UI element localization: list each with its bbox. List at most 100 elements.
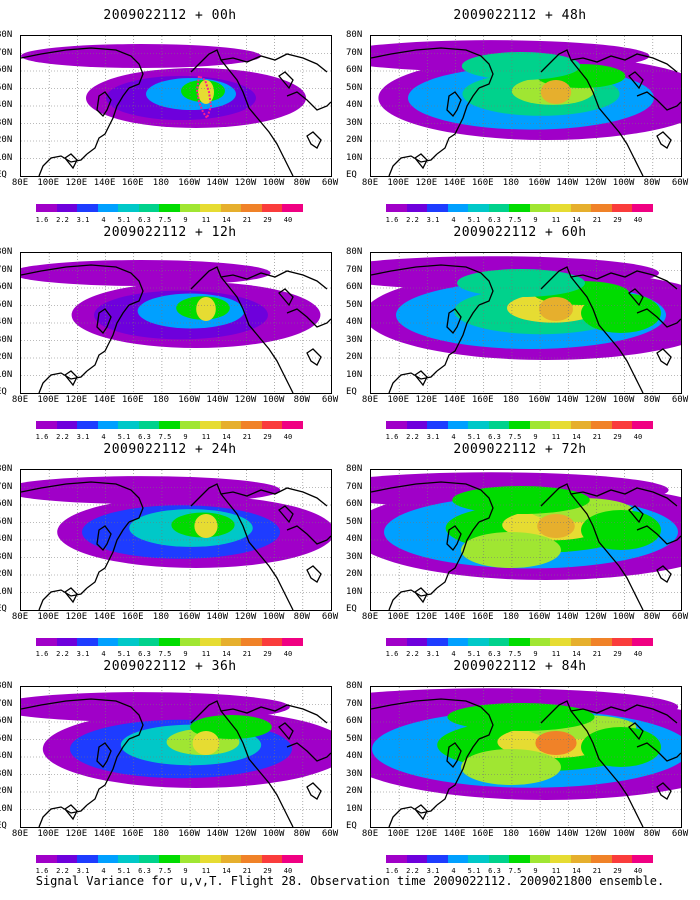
longitude-label: 100E	[37, 395, 60, 405]
colorbar-label: 5.1	[117, 650, 131, 658]
latitude-label: 80N	[0, 681, 13, 691]
colorbar-label: 3.1	[426, 867, 440, 875]
map-canvas	[371, 470, 681, 610]
longitude-label: 160E	[471, 178, 494, 188]
latitude-label: 10N	[0, 803, 13, 814]
colorbar-swatch	[200, 204, 221, 212]
colorbar-label: 1.6	[35, 433, 49, 441]
coastline	[38, 804, 88, 827]
colorbar-swatch	[261, 638, 282, 646]
colorbar-label: 7.5	[158, 433, 172, 441]
colorbar-label: 9	[533, 867, 538, 875]
map-panel-0h: 2009022112 + 00h 80N 70N 60N 50N 40N 30N 20N 10N…	[0, 8, 340, 224]
colorbar-swatch	[138, 204, 159, 212]
coastline	[636, 91, 681, 111]
colorbar-swatch	[138, 855, 159, 863]
colorbar-label: 2.2	[406, 433, 419, 441]
latitude-label: EQ	[346, 604, 357, 614]
longitude-label: 120E	[415, 395, 438, 405]
latitude-label: 10N	[0, 586, 13, 597]
latitude-label: 10N	[346, 586, 363, 597]
flight-track	[195, 74, 213, 121]
latitude-label: 40N	[346, 100, 363, 110]
longitude-label: 120W	[234, 829, 257, 839]
coastline	[371, 481, 494, 523]
colorbar-swatch	[36, 855, 57, 863]
latitude-label: 70N	[0, 264, 13, 275]
longitude-label: 120E	[65, 829, 88, 839]
colorbar-swatch	[632, 204, 653, 212]
colorbar-label: 9	[533, 216, 538, 224]
longitude-label: 120E	[65, 395, 88, 405]
colorbar-swatch	[570, 855, 591, 863]
coastline	[306, 348, 322, 366]
longitude-label: 100E	[387, 829, 410, 839]
coastline	[570, 270, 678, 290]
longitude-label: 100W	[612, 395, 635, 405]
colorbar-label: 4	[451, 216, 456, 224]
colorbar-label: 29	[613, 867, 622, 875]
longitude-label: 180	[502, 829, 520, 839]
latitude-label: 10N	[346, 803, 363, 814]
longitude-label: 180	[502, 612, 520, 622]
coastline	[96, 525, 112, 552]
longitude-label: 80W	[293, 612, 310, 622]
colorbar-swatch	[159, 855, 180, 863]
colorbar-swatch	[570, 638, 591, 646]
colorbar-swatch	[550, 638, 571, 646]
coastline	[628, 71, 644, 90]
longitude-label: 180	[502, 178, 520, 188]
latitude-label: 20N	[346, 135, 363, 145]
variance-contour-6	[192, 731, 220, 755]
longitude-label: 160W	[528, 395, 550, 405]
longitude-label: 80W	[293, 829, 310, 839]
colorbar-swatch	[179, 855, 200, 863]
figure-caption: Signal Variance for u,v,T. Flight 28. Ob…	[35, 874, 665, 888]
colorbar-label: 21	[592, 867, 602, 875]
colorbar-label: 6.3	[138, 433, 151, 441]
coastline	[656, 565, 672, 583]
variance-contour-7	[581, 510, 661, 550]
colorbar-swatch	[427, 421, 448, 429]
coastline	[96, 91, 112, 118]
latitude-label: 20N	[0, 135, 13, 145]
colorbar	[36, 204, 303, 212]
latitude-label: 80N	[0, 464, 13, 474]
longitude-label: 140E	[443, 178, 466, 188]
colorbar-swatch	[550, 204, 571, 212]
coastline	[656, 131, 672, 149]
colorbar-label: 11	[201, 433, 211, 441]
longitude-label: 140E	[443, 395, 466, 405]
variance-contour-7	[540, 80, 572, 104]
colorbar-swatch	[261, 204, 282, 212]
colorbar-swatch	[509, 638, 530, 646]
colorbar-label: 1.6	[385, 433, 399, 441]
colorbar-swatch	[77, 855, 98, 863]
colorbar-label: 6.3	[488, 216, 501, 224]
latitude-label: 10N	[0, 369, 13, 380]
coastline	[414, 370, 428, 387]
longitude-label: 120E	[65, 612, 88, 622]
colorbar-label: 2.2	[56, 216, 69, 224]
colorbar-swatch	[529, 855, 550, 863]
colorbar-label: 9	[183, 433, 188, 441]
longitude-label: 80W	[643, 178, 660, 188]
map-panel-60h: 2009022112 + 60h 80N 70N 60N 50N 40N 30N 20N 10N…	[346, 225, 690, 441]
latitude-label: 20N	[0, 786, 13, 796]
colorbar-swatch	[488, 421, 509, 429]
longitude-label: 100W	[262, 829, 285, 839]
colorbar-label: 40	[283, 216, 293, 224]
longitude-label: 100W	[262, 178, 285, 188]
longitude-label: 100W	[612, 178, 635, 188]
colorbar-swatch	[529, 421, 550, 429]
latitude-label: 30N	[0, 551, 13, 562]
colorbar-label: 3.1	[76, 867, 90, 875]
colorbar-swatch	[179, 204, 200, 212]
colorbar-swatch	[591, 421, 612, 429]
colorbar-label: 7.5	[508, 650, 522, 658]
coastline	[636, 742, 681, 762]
coastline	[21, 47, 144, 89]
colorbar-swatch	[97, 421, 118, 429]
latitude-label: EQ	[0, 170, 7, 180]
colorbar-label: 21	[242, 650, 252, 658]
